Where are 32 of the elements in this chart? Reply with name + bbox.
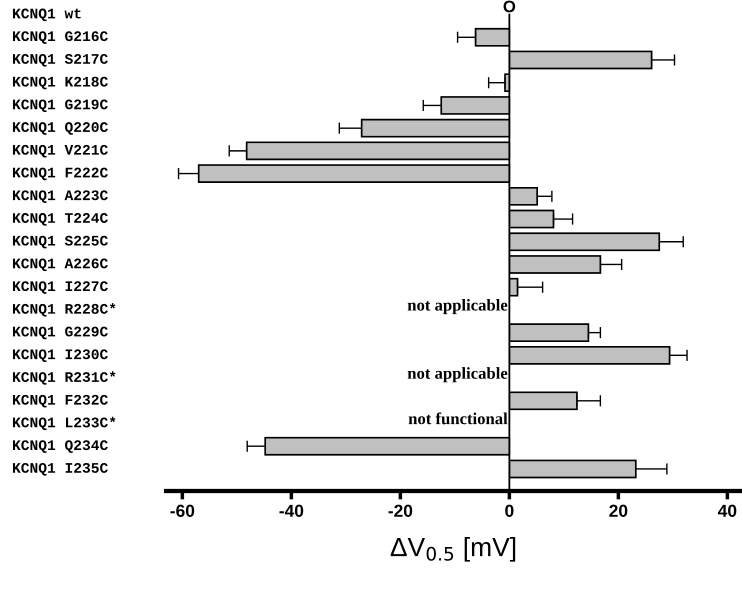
text: not functional <box>408 412 508 424</box>
text: not applicable <box>408 367 508 382</box>
y-tick-label: KCNQ1 T224C <box>12 213 108 226</box>
y-tick-label: KCNQ1 S225C <box>12 236 108 248</box>
y-tick-label: KCNQ1 I235C <box>12 462 108 476</box>
y-tick-label: KCNQ1 G229C <box>12 326 108 340</box>
y-tick-label: KCNQ1 R231C* <box>12 371 116 385</box>
x-tick-label: -60 <box>170 504 194 517</box>
x-axis-title: ΔV$_{0.5}$ [mV] <box>390 537 516 562</box>
y-tick-label: KCNQ1 G219C <box>12 99 108 112</box>
y-tick-label: KCNQ1 F222C <box>12 168 108 180</box>
text: not applicable <box>408 298 508 314</box>
y-tick-label: KCNQ1 G216C <box>12 31 108 44</box>
data-label: O <box>504 0 516 12</box>
y-tick-label: KCNQ1 S217C <box>12 54 108 67</box>
x-tick-label: -40 <box>279 504 304 517</box>
y-tick-label: KCNQ1 Q234C <box>12 440 108 453</box>
y-tick-label: KCNQ1 L233C* <box>12 416 116 430</box>
y-tick-label: KCNQ1 A223C <box>12 190 108 203</box>
y-tick-label: KCNQ1 I230C <box>12 349 108 362</box>
y-tick-label: KCNQ1 wt <box>12 8 81 22</box>
y-tick-label: KCNQ1 F232C <box>12 394 108 408</box>
y-tick-label: KCNQ1 A226C <box>12 258 108 272</box>
y-tick-label: KCNQ1 K218C <box>12 76 108 90</box>
x-tick-label: 0 <box>505 504 514 517</box>
x-tick-label: 20 <box>609 504 628 517</box>
x-tick-label: -20 <box>388 504 412 517</box>
x-tick-label: 40 <box>718 504 736 517</box>
y-tick-label: KCNQ1 I227C <box>12 281 108 294</box>
y-tick-label: KCNQ1 Q220C <box>12 122 108 135</box>
y-tick-label: KCNQ1 V221C <box>12 144 108 158</box>
y-tick-label: KCNQ1 R228C* <box>12 303 116 317</box>
